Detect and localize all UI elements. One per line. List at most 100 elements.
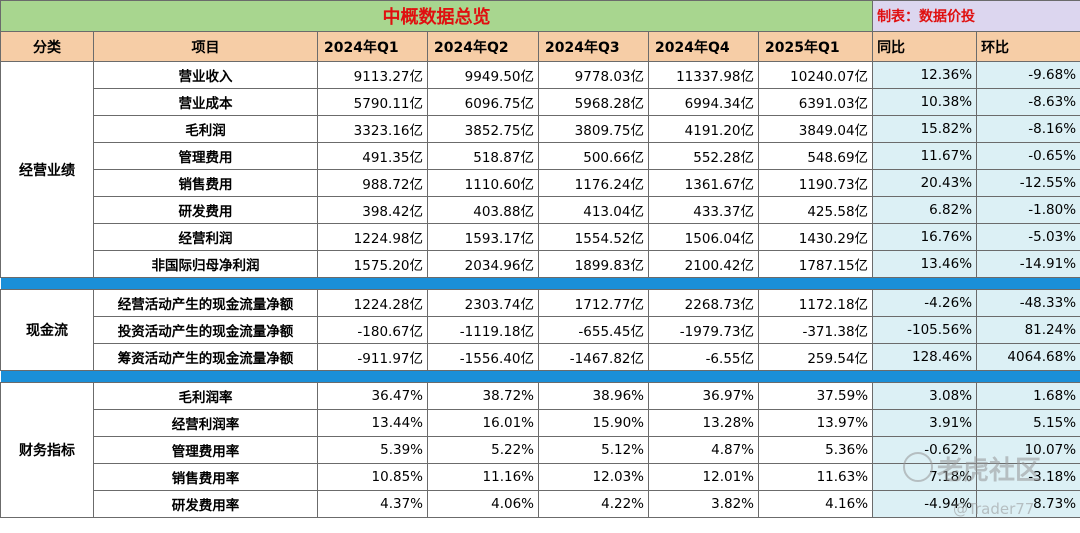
table-row: 研发费用率 4.37% 4.06% 4.22% 3.82% 4.16% -4.94% 8.73…: [1, 490, 1080, 518]
row-item-label: 管理费用: [93, 142, 318, 170]
quarter-value: 4.87%: [648, 436, 759, 464]
quarter-value: 3.82%: [648, 490, 759, 518]
section-separator: [0, 277, 1080, 290]
yoy-value: -105.56%: [872, 316, 978, 344]
quarter-value: 4.37%: [317, 490, 428, 518]
qoq-value: -8.63%: [976, 88, 1080, 116]
header-quarter: 2024年Q4: [648, 31, 759, 62]
header-quarter: 2024年Q2: [427, 31, 539, 62]
quarter-value: -1119.18亿: [427, 316, 539, 344]
row-item-label: 销售费用: [93, 169, 318, 197]
row-item-label: 毛利润: [93, 115, 318, 143]
yoy-value: 6.82%: [872, 196, 978, 224]
qoq-value: 8.73%: [976, 490, 1080, 518]
quarter-value: 4.06%: [427, 490, 539, 518]
section-category: 现金流: [0, 289, 94, 371]
qoq-value: -0.65%: [976, 142, 1080, 170]
quarter-value: 5.39%: [317, 436, 428, 464]
quarter-value: 38.72%: [427, 382, 539, 410]
quarter-value: 1430.29亿: [757, 223, 874, 251]
row-item-label: 经营利润: [93, 223, 318, 251]
row-item-label: 经营利润率: [93, 409, 318, 437]
row-item-label: 管理费用率: [93, 436, 318, 464]
quarter-value: 3323.16亿: [317, 115, 428, 143]
quarter-value: 259.54亿: [757, 343, 874, 371]
quarter-value: 2034.96亿: [427, 250, 539, 278]
header-quarter: 2024年Q3: [538, 31, 649, 62]
quarter-value: 1506.04亿: [648, 223, 759, 251]
quarter-value: 552.28亿: [648, 142, 759, 170]
quarter-value: 1712.77亿: [538, 289, 649, 317]
quarter-value: 398.42亿: [317, 196, 428, 224]
header-quarter: 2024年Q1: [317, 31, 428, 62]
table-row: 经营利润 1224.98亿 1593.17亿 1554.52亿 1506.04亿 1430…: [1, 223, 1080, 251]
section-separator: [0, 370, 1080, 383]
row-item-label: 投资活动产生的现金流量净额: [93, 316, 318, 344]
quarter-value: 16.01%: [427, 409, 539, 437]
quarter-value: 5.12%: [538, 436, 649, 464]
data-table: 中概数据总览 制表：数据价投 分类 项目 2024年Q1 2024年Q2 2024年Q3…: [0, 0, 1080, 518]
quarter-value: -911.97亿: [317, 343, 428, 371]
qoq-value: 4064.68%: [976, 343, 1080, 371]
qoq-value: -8.16%: [976, 115, 1080, 143]
header-qoq: 环比: [976, 31, 1080, 62]
table-row: 现金流 经营活动产生的现金流量净额 1224.28亿 2303.74亿 1712.77亿…: [0, 289, 1080, 371]
yoy-value: -4.26%: [872, 289, 978, 317]
quarter-value: -1556.40亿: [427, 343, 539, 371]
qoq-value: -12.55%: [976, 169, 1080, 197]
quarter-value: 403.88亿: [427, 196, 539, 224]
quarter-value: 12.01%: [648, 463, 759, 491]
qoq-value: 10.07%: [976, 436, 1080, 464]
row-item-label: 筹资活动产生的现金流量净额: [93, 343, 318, 371]
quarter-value: 5790.11亿: [317, 88, 428, 116]
quarter-value: 9949.50亿: [427, 61, 539, 89]
quarter-value: 15.90%: [538, 409, 649, 437]
table-row: 销售费用 988.72亿 1110.60亿 1176.24亿 1361.67亿 1190.…: [1, 169, 1080, 197]
yoy-value: 7.18%: [872, 463, 978, 491]
quarter-value: 4191.20亿: [648, 115, 759, 143]
quarter-value: 2303.74亿: [427, 289, 539, 317]
qoq-value: 81.24%: [976, 316, 1080, 344]
yoy-value: 16.76%: [872, 223, 978, 251]
quarter-value: 1172.18亿: [757, 289, 874, 317]
quarter-value: 988.72亿: [317, 169, 428, 197]
maker-credit: 制表：数据价投: [872, 0, 1080, 32]
quarter-value: 500.66亿: [538, 142, 649, 170]
row-item-label: 营业收入: [93, 61, 318, 89]
quarter-value: 1224.28亿: [317, 289, 428, 317]
yoy-value: 11.67%: [872, 142, 978, 170]
quarter-value: 1554.52亿: [538, 223, 649, 251]
header-row: 分类 项目 2024年Q1 2024年Q2 2024年Q3 2024年Q4 2025年Q1 同…: [0, 31, 1080, 62]
qoq-value: -1.80%: [976, 196, 1080, 224]
header-item: 项目: [93, 31, 318, 62]
quarter-value: 37.59%: [757, 382, 874, 410]
yoy-value: 3.91%: [872, 409, 978, 437]
yoy-value: 12.36%: [872, 61, 978, 89]
yoy-value: 15.82%: [872, 115, 978, 143]
quarter-value: 518.87亿: [427, 142, 539, 170]
quarter-value: 11.16%: [427, 463, 539, 491]
quarter-value: 1224.98亿: [317, 223, 428, 251]
quarter-value: 11.63%: [757, 463, 874, 491]
yoy-value: 128.46%: [872, 343, 978, 371]
quarter-value: -371.38亿: [757, 316, 874, 344]
quarter-value: 2268.73亿: [648, 289, 759, 317]
quarter-value: -6.55亿: [648, 343, 759, 371]
qoq-value: -48.33%: [976, 289, 1080, 317]
quarter-value: 5.36%: [757, 436, 874, 464]
quarter-value: 548.69亿: [757, 142, 874, 170]
section-category: 经营业绩: [0, 61, 94, 278]
quarter-value: -1467.82亿: [538, 343, 649, 371]
quarter-value: 11337.98亿: [648, 61, 759, 89]
table-row: 营业成本 5790.11亿 6096.75亿 5968.28亿 6994.34亿 6391…: [1, 88, 1080, 116]
yoy-value: -0.62%: [872, 436, 978, 464]
section-category: 财务指标: [0, 382, 94, 518]
quarter-value: 9778.03亿: [538, 61, 649, 89]
quarter-value: 3809.75亿: [538, 115, 649, 143]
yoy-value: -4.94%: [872, 490, 978, 518]
header-category: 分类: [0, 31, 94, 62]
header-yoy: 同比: [872, 31, 978, 62]
row-item-label: 销售费用率: [93, 463, 318, 491]
table-row: 经营利润率 13.44% 16.01% 15.90% 13.28% 13.97% 3.91%…: [1, 409, 1080, 437]
table-row: 非国际归母净利润 1575.20亿 2034.96亿 1899.83亿 2100.42亿…: [1, 250, 1080, 278]
